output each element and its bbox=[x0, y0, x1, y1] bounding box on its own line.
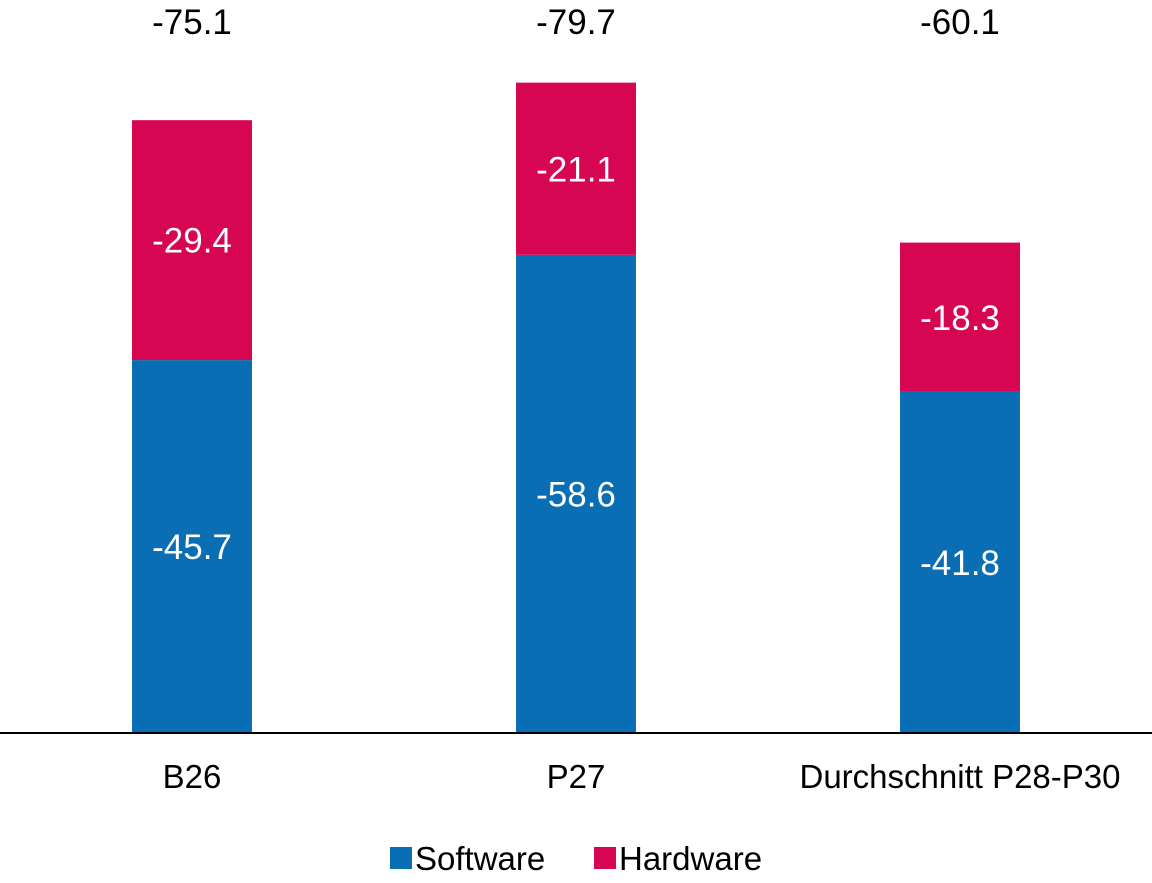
data-label-hardware-durchschnitt-p28-p30: -18.3 bbox=[920, 299, 1000, 338]
bars-layer bbox=[132, 82, 1020, 733]
total-label-durchschnitt-p28-p30: -60.1 bbox=[920, 3, 1000, 42]
legend: Software Hardware bbox=[390, 840, 762, 877]
x-tick-labels: B26 P27 Durchschnitt P28-P30 bbox=[163, 758, 1121, 795]
data-label-software-b26: -45.7 bbox=[152, 528, 232, 567]
data-label-hardware-b26: -29.4 bbox=[152, 222, 232, 261]
bar-hardware-durchschnitt-p28-p30 bbox=[900, 242, 1020, 392]
bar-hardware-b26 bbox=[132, 120, 252, 361]
bar-software-p27 bbox=[516, 254, 636, 733]
bar-software-durchschnitt-p28-p30 bbox=[900, 391, 1020, 733]
legend-label-software: Software bbox=[415, 840, 545, 877]
x-tick-label-durchschnitt-p28-p30: Durchschnitt P28-P30 bbox=[800, 758, 1121, 795]
data-label-software-p27: -58.6 bbox=[536, 476, 616, 515]
total-label-p27: -79.7 bbox=[536, 3, 616, 42]
legend-swatch-hardware bbox=[594, 847, 616, 869]
x-tick-label-p27: P27 bbox=[547, 758, 606, 795]
legend-label-hardware: Hardware bbox=[619, 840, 762, 877]
bar-hardware-p27 bbox=[516, 82, 636, 255]
total-labels-layer: -75.1 -79.7 -60.1 bbox=[152, 3, 1000, 42]
bar-software-b26 bbox=[132, 360, 252, 733]
segment-labels-layer: -45.7 -29.4 -58.6 -21.1 -41.8 -18.3 bbox=[152, 150, 1000, 583]
data-label-software-durchschnitt-p28-p30: -41.8 bbox=[920, 544, 1000, 583]
x-tick-label-b26: B26 bbox=[163, 758, 222, 795]
legend-swatch-software bbox=[390, 847, 412, 869]
data-label-hardware-p27: -21.1 bbox=[536, 150, 616, 189]
total-label-b26: -75.1 bbox=[152, 3, 232, 42]
